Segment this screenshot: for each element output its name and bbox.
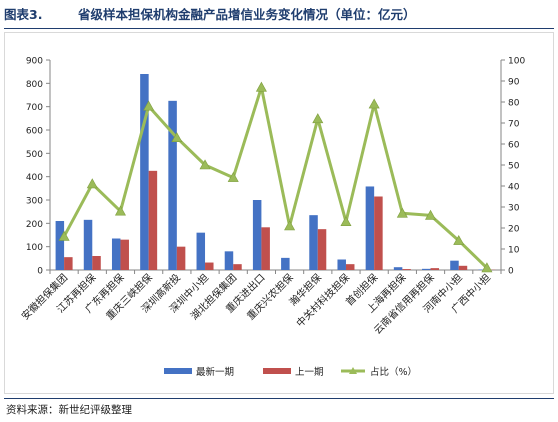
left-tick-label: 200 xyxy=(26,220,43,230)
left-tick-label: 800 xyxy=(26,80,43,90)
ratio-point xyxy=(199,159,211,170)
right-tick-label: 20 xyxy=(508,225,520,235)
header-rule xyxy=(4,28,554,29)
right-tick-label: 80 xyxy=(508,99,520,109)
bar-latest xyxy=(55,221,65,270)
right-tick-label: 100 xyxy=(508,57,525,67)
left-tick-label: 900 xyxy=(26,57,43,67)
figure-label: 图表3. xyxy=(4,7,43,22)
ratio-point xyxy=(396,207,408,218)
ratio-point xyxy=(143,100,155,111)
right-tick-label: 50 xyxy=(508,162,520,172)
bar-previous xyxy=(374,196,383,270)
bar-previous xyxy=(120,239,129,270)
left-tick-label: 500 xyxy=(26,150,43,160)
ratio-point xyxy=(284,220,296,231)
chart-frame xyxy=(4,32,554,394)
ratio-point xyxy=(453,234,465,245)
left-tick-label: 600 xyxy=(26,127,43,137)
bar-previous xyxy=(233,264,242,270)
legend-swatch xyxy=(164,368,192,374)
ratio-point xyxy=(255,81,267,92)
ratio-point xyxy=(425,209,437,220)
bar-latest xyxy=(422,268,431,270)
legend-marker xyxy=(349,367,357,374)
ratio-point xyxy=(340,216,352,226)
bar-latest xyxy=(140,74,149,270)
bar-latest xyxy=(83,219,93,270)
bar-latest xyxy=(224,251,234,270)
ratio-point xyxy=(481,262,493,273)
bar-previous xyxy=(402,269,411,270)
ratio-point xyxy=(368,98,380,109)
left-tick-label: 700 xyxy=(26,103,43,113)
bar-latest xyxy=(111,238,121,270)
left-tick-label: 400 xyxy=(26,173,43,183)
category-label: 重庆兴农担保 xyxy=(244,271,296,323)
bar-latest xyxy=(337,259,346,270)
left-tick-label: 100 xyxy=(26,243,43,253)
ratio-point xyxy=(86,178,98,189)
bar-latest xyxy=(252,200,262,270)
ratio-point xyxy=(114,205,126,216)
bar-previous xyxy=(345,264,355,270)
figure-title: 省级样本担保机构金融产品增信业务变化情况（单位：亿元） xyxy=(78,7,416,22)
bar-previous xyxy=(176,246,186,270)
ratio-point xyxy=(58,230,70,241)
legend-label: 最新一期 xyxy=(196,366,234,378)
bar-latest xyxy=(450,260,459,270)
ratio-point xyxy=(312,113,324,124)
bar-previous xyxy=(317,229,327,270)
bar-previous xyxy=(430,268,440,270)
legend-label: 上一期 xyxy=(295,367,324,378)
footer-rule xyxy=(4,398,554,399)
bar-previous xyxy=(92,256,101,270)
right-tick-label: 90 xyxy=(508,78,520,88)
figure-header: 图表3. 省级样本担保机构金融产品增信业务变化情况（单位：亿元） xyxy=(4,3,554,27)
left-tick-label: 300 xyxy=(26,197,43,207)
combo-chart: 0 100 200 300 400 500 600 700 800 900 0 10 20 30 40 50 6… xyxy=(19,57,526,379)
bar-previous xyxy=(458,265,468,270)
right-tick-label: 60 xyxy=(508,141,520,151)
ratio-point xyxy=(171,132,183,142)
ratio-line xyxy=(62,85,488,269)
bar-latest xyxy=(168,100,177,270)
right-tick-label: 30 xyxy=(508,204,520,214)
bar-latest xyxy=(196,232,206,270)
left-tick-label: 0 xyxy=(37,267,43,277)
bar-previous xyxy=(148,170,158,270)
right-tick-label: 70 xyxy=(508,120,520,130)
bar-latest xyxy=(281,257,290,270)
legend-swatch xyxy=(263,368,291,374)
right-tick-label: 10 xyxy=(508,246,520,256)
bar-latest xyxy=(393,267,403,270)
source-note: 资料来源：新世纪评级整理 xyxy=(6,404,132,416)
bar-previous xyxy=(205,262,214,270)
bar-latest xyxy=(309,215,318,270)
right-tick-label: 40 xyxy=(508,183,520,193)
bar-latest xyxy=(365,186,375,270)
legend-label: 占比（%） xyxy=(370,366,417,378)
bar-previous xyxy=(261,227,270,270)
bar-previous xyxy=(64,257,73,270)
ratio-point xyxy=(227,171,239,182)
right-tick-label: 0 xyxy=(508,267,514,277)
